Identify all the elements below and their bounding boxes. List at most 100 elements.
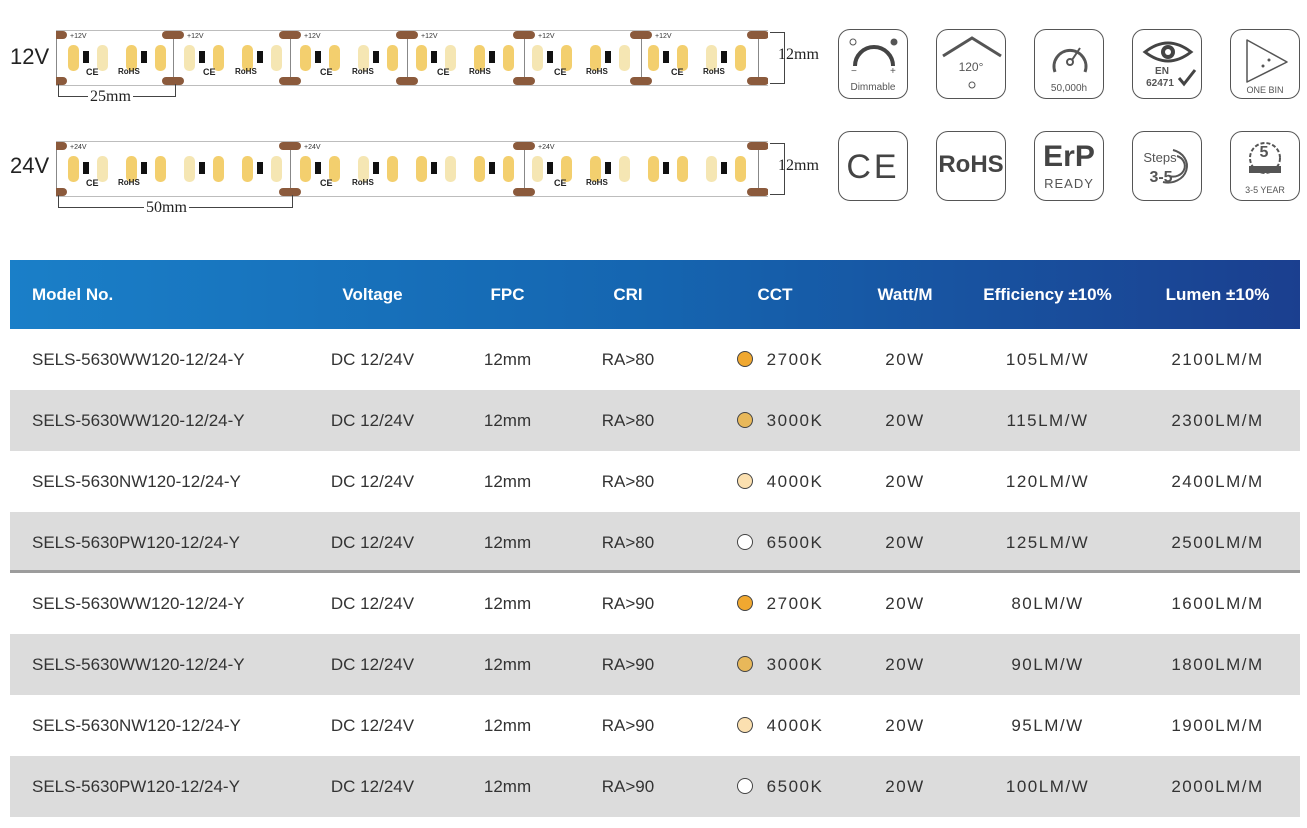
cct-color-dot <box>736 411 753 428</box>
cell-model: SELS-5630WW120-12/24-Y <box>32 350 245 369</box>
led-chip <box>561 45 572 71</box>
voltage-label-12v: 12V <box>10 44 50 69</box>
cut-line <box>290 31 291 85</box>
cct-value: 6500K <box>766 533 824 552</box>
led-chip <box>503 156 514 182</box>
table-row: SELS-5630NW120-12/24-Y DC 12/24V 12mm RA>90… <box>10 695 1300 756</box>
led-chip <box>735 45 746 71</box>
cut-line <box>524 142 525 196</box>
erp-mark: ErP <box>1043 140 1095 173</box>
cell-fpc: 12mm <box>483 594 532 613</box>
cell-efficiency: 115LM/W <box>1006 411 1089 430</box>
solder-pad <box>279 188 301 196</box>
resistor <box>83 162 89 174</box>
cell-cri: RA>80 <box>601 350 655 369</box>
beam-angle-icon: 120° <box>936 29 1006 99</box>
table-row: SELS-5630WW120-12/24-Y DC 12/24V 12mm RA>90… <box>10 634 1300 695</box>
led-chip <box>387 156 398 182</box>
resistor <box>257 162 263 174</box>
header-lumen: Lumen ±10% <box>1165 285 1270 304</box>
strip-12v-diagram: 12V +12V CE RoHS +12V CE RoHS +12V CE RoHS +12V CE… <box>0 22 830 106</box>
pcb-ce-mark: CE <box>554 67 567 77</box>
cct-value: 4000K <box>766 716 824 735</box>
width-dimension-12v <box>770 32 785 84</box>
cell-cri: RA>90 <box>601 777 655 796</box>
cell-model: SELS-5630WW120-12/24-Y <box>32 411 245 430</box>
cell-cct: 3000K <box>720 390 840 451</box>
pcb-ce-mark: CE <box>437 67 450 77</box>
width-label-24v: 12mm <box>778 157 819 174</box>
resistor <box>141 51 147 63</box>
pcb-voltage-mark: +24V <box>538 144 555 151</box>
cell-lumen: 1800LM/M <box>1171 655 1264 674</box>
resistor <box>605 162 611 174</box>
header-cri: CRI <box>613 285 643 304</box>
cell-lumen: 2400LM/M <box>1171 472 1264 491</box>
header-fpc: FPC <box>490 285 525 304</box>
one-bin-icon: ONE BIN <box>1230 29 1300 99</box>
led-chip <box>126 45 137 71</box>
cell-cri: RA>80 <box>601 411 655 430</box>
resistor <box>721 162 727 174</box>
resistor <box>83 51 89 63</box>
cut-line <box>407 31 408 85</box>
cell-efficiency: 90LM/W <box>1011 655 1084 674</box>
pcb-ce-mark: CE <box>320 178 333 188</box>
solder-pad <box>747 142 768 150</box>
cell-efficiency: 95LM/W <box>1011 716 1084 735</box>
cell-watt: 20W <box>885 777 925 796</box>
resistor <box>547 51 553 63</box>
width-dimension-24v <box>770 143 785 195</box>
pcb-rohs-mark: RoHS <box>352 178 374 187</box>
led-chip <box>706 156 717 182</box>
table-row: SELS-5630WW120-12/24-Y DC 12/24V 12mm RA>80… <box>10 329 1300 390</box>
cell-cct: 3000K <box>720 634 840 695</box>
cell-lumen: 2000LM/M <box>1171 777 1264 796</box>
cell-cct: 4000K <box>720 451 840 512</box>
cct-value: 6500K <box>766 777 824 796</box>
solder-pad <box>630 77 652 85</box>
header-watt: Watt/M <box>877 285 933 304</box>
solder-pad <box>162 77 184 85</box>
ce-mark: CE <box>846 148 900 186</box>
resistor <box>373 51 379 63</box>
rohs-icon: RoHS <box>936 131 1006 201</box>
cct-color-dot <box>736 716 753 733</box>
cell-lumen: 2300LM/M <box>1171 411 1264 430</box>
led-chip <box>619 45 630 71</box>
header-voltage: Voltage <box>342 285 403 304</box>
cell-cct: 6500K <box>720 756 840 817</box>
segment-label-24v: 50mm <box>144 199 189 217</box>
eye-safety-number: 62471 <box>1146 78 1174 89</box>
table-row: SELS-5630PW120-12/24-Y DC 12/24V 12mm RA>90… <box>10 756 1300 817</box>
voltage-label-24v: 24V <box>10 153 50 178</box>
cell-voltage: DC 12/24V <box>330 411 415 430</box>
led-chip <box>184 45 195 71</box>
led-chip <box>648 156 659 182</box>
erp-icon: ErP READY <box>1034 131 1104 201</box>
solder-pad <box>56 77 67 85</box>
cct-value: 3000K <box>766 411 824 430</box>
cct-value: 4000K <box>766 472 824 491</box>
pcb-rohs-mark: RoHS <box>469 67 491 76</box>
led-chip <box>358 45 369 71</box>
cell-fpc: 12mm <box>483 472 532 491</box>
pcb-ce-mark: CE <box>86 67 99 77</box>
cut-line <box>524 31 525 85</box>
cell-efficiency: 125LM/W <box>1005 533 1090 552</box>
eye-safety-icon: EN 62471 <box>1132 29 1202 99</box>
led-chip <box>735 156 746 182</box>
led-chip <box>68 45 79 71</box>
resistor <box>605 51 611 63</box>
cell-model: SELS-5630NW120-12/24-Y <box>32 472 241 491</box>
cell-fpc: 12mm <box>483 411 532 430</box>
cell-watt: 20W <box>885 594 925 613</box>
led-chip <box>590 45 601 71</box>
led-chip <box>271 156 282 182</box>
steps-label: Steps <box>1143 150 1177 165</box>
pcb-rohs-mark: RoHS <box>586 67 608 76</box>
cut-line <box>56 31 57 85</box>
resistor <box>431 162 437 174</box>
resistor <box>315 51 321 63</box>
solder-pad <box>513 31 535 39</box>
